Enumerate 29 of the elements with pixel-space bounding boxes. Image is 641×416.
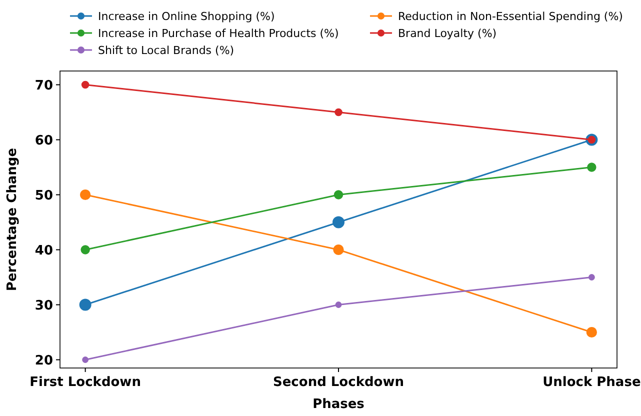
point bbox=[80, 189, 91, 200]
y-tick-label: 70 bbox=[34, 78, 53, 94]
point bbox=[332, 216, 344, 228]
point bbox=[81, 80, 90, 89]
legend-label: Brand Loyalty (%) bbox=[398, 26, 497, 40]
point bbox=[334, 190, 344, 200]
x-tick-label: Second Lockdown bbox=[273, 375, 404, 390]
y-tick-label: 50 bbox=[34, 188, 53, 204]
point bbox=[586, 326, 597, 338]
x-axis-title: Phases bbox=[312, 397, 365, 412]
x-tick-label: Unlock Phase bbox=[542, 375, 641, 390]
point bbox=[587, 162, 596, 172]
y-axis-title: Percentage Change bbox=[5, 148, 20, 292]
legend-label: Shift to Local Brands (%) bbox=[98, 44, 234, 57]
y-tick-label: 40 bbox=[34, 243, 53, 258]
point bbox=[80, 245, 90, 254]
y-tick-label: 20 bbox=[34, 353, 53, 368]
y-tick-label: 30 bbox=[34, 298, 53, 314]
point bbox=[79, 298, 92, 311]
point bbox=[82, 356, 89, 363]
point bbox=[334, 108, 342, 116]
point bbox=[335, 302, 342, 308]
legend-label: Increase in Purchase of Health Products (%) bbox=[98, 26, 339, 40]
point bbox=[333, 244, 344, 256]
legend-label: Increase in Online Shopping (%) bbox=[98, 10, 275, 23]
y-tick-label: 60 bbox=[34, 133, 53, 148]
x-tick-label: First Lockdown bbox=[30, 375, 141, 390]
point bbox=[588, 274, 595, 280]
legend-label: Reduction in Non-Essential Spending (%) bbox=[398, 10, 623, 23]
